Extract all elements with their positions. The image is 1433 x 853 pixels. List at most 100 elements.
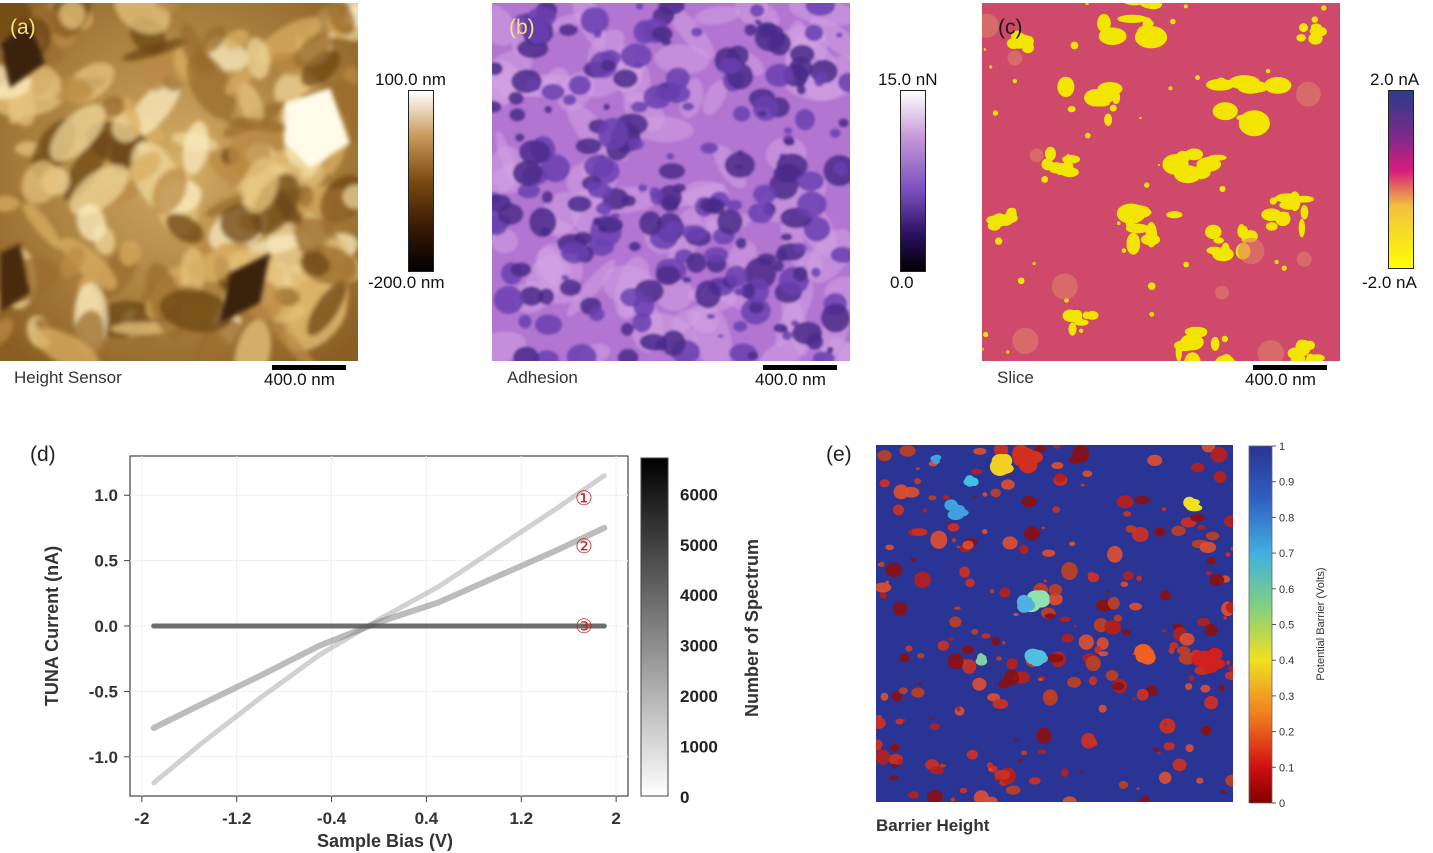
spectrum-colorbar-tick: 2000 [680,687,718,706]
adhesion-grain [691,27,703,37]
height-grain [0,195,20,212]
height-sensor-image [0,3,358,361]
barrier-low-spot [1021,750,1028,756]
adhesion-grain [559,279,582,297]
height-grain [182,121,209,175]
height-colorbar [408,90,434,272]
adhesion-grain [821,303,850,333]
adhesion-grain [518,140,551,165]
barrier-low-spot [1213,470,1227,483]
current-faint-grain [1215,285,1229,300]
height-grain [255,17,321,64]
height-grain [300,49,340,87]
barrier-low-spot [879,479,890,488]
adhesion-grain [601,59,616,72]
adhesion-grain [706,313,716,320]
barrier-low-spot [1134,496,1150,505]
barrier-patch [975,657,988,666]
barrier-low-spot [959,787,968,794]
barrier-height-map [876,445,1233,802]
barrier-patch [1134,646,1153,658]
barrier-low-spot [1163,742,1175,751]
adhesion-map [492,3,850,361]
adhesion-grain [512,160,543,186]
barrier-colorbar-tick: 0.6 [1279,584,1294,596]
barrier-low-spot [998,679,1010,689]
current-speck [1144,182,1150,188]
barrier-low-spot [973,495,978,498]
current-speck [1116,221,1121,226]
barrier-low-spot [1014,738,1018,743]
y-tick-label: 0.5 [94,552,118,571]
current-grain [1236,113,1263,122]
barrier-low-spot [1136,688,1149,701]
current-speck [1170,18,1176,25]
spectrum-colorbar-tick: 4000 [680,586,718,605]
adhesion-grain [803,216,831,242]
adhesion-grain [558,23,578,36]
adhesion-image [492,3,850,361]
adhesion-patch [584,56,633,98]
barrier-low-spot [1078,634,1094,650]
current-grain [1205,224,1222,240]
panel-label-d: (d) [30,443,56,466]
barrier-low-spot [947,523,960,532]
barrier-low-spot [1060,768,1069,777]
current-grain [1275,193,1301,203]
adhesion-grain [633,61,644,69]
barrier-low-spot [905,645,913,652]
barrier-low-spot [1168,647,1175,654]
height-grain [234,319,271,361]
barrier-low-spot [1225,552,1231,557]
adhesion-grain [773,260,784,272]
current-speck [1017,277,1025,285]
slice-colorbar [1388,90,1414,269]
adhesion-grain [695,280,722,309]
adhesion-grain [737,150,744,156]
adhesion-grain [538,288,555,305]
adhesion-grain [562,94,577,106]
adhesion-patch [492,331,526,361]
barrier-low-spot [1206,557,1216,565]
barrier-low-spot [928,495,937,501]
barrier-low-spot [1162,628,1167,633]
current-grain [1085,310,1099,320]
adhesion-grain [783,137,795,146]
adhesion-grain [747,202,774,224]
barrier-low-spot [1154,527,1166,537]
adhesion-grain [838,118,849,128]
current-grain [1089,88,1115,105]
adhesion-grain [700,142,719,154]
barrier-low-spot [1013,613,1019,617]
current-grain [1067,105,1076,113]
height-grain [245,37,270,80]
current-speck [1274,259,1279,265]
y-tick-label: 1.0 [94,486,118,505]
height-grain [180,22,206,74]
current-faint-grain [982,13,999,38]
height-grain [101,96,126,118]
adhesion-grain [665,220,684,234]
adhesion-grain [780,233,793,241]
barrier-low-spot [915,467,920,471]
barrier-low-spot [922,508,928,513]
slice-map [982,3,1340,361]
barrier-low-spot [1172,758,1187,772]
x-tick-label: -1.2 [222,809,251,828]
barrier-low-spot [1104,620,1122,635]
barrier-low-spot [1094,646,1102,654]
barrier-low-spot [1218,684,1225,692]
current-speck [1127,245,1132,250]
height-grain [122,38,190,61]
adhesion-grain [526,23,550,44]
iv-curve-2 [150,524,608,731]
barrier-low-spot [1085,655,1101,672]
current-speck [1147,282,1156,290]
adhesion-grain [587,182,613,199]
adhesion-grain [725,265,748,288]
barrier-low-spot [892,602,908,616]
barrier-low-spot [1107,546,1123,563]
current-grain [1215,77,1227,91]
adhesion-grain [512,346,539,361]
adhesion-grain [749,4,765,18]
